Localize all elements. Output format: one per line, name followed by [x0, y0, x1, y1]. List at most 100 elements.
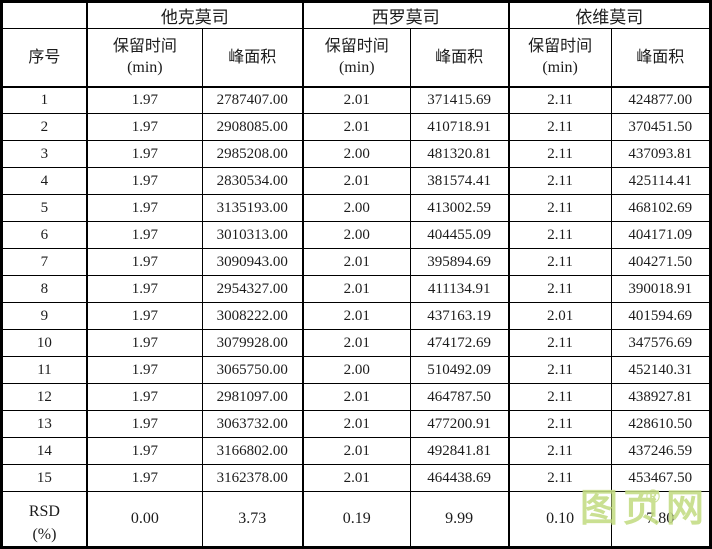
retention-time-cell: 1.97: [86, 410, 203, 438]
peak-area-cell: 381574.41: [409, 167, 510, 195]
peak-area-cell: 390018.91: [610, 275, 712, 303]
peak-area-cell: 3166802.00: [201, 437, 304, 465]
col-header-retention-1: 保留时间 (min): [86, 28, 203, 88]
table-row: 4 1.97 2830534.00 2.01 381574.41 2.11 42…: [0, 167, 712, 195]
retention-time-cell: 2.01: [302, 113, 411, 141]
retention-time-cell: 2.00: [302, 140, 411, 168]
retention-time-cell: 1.97: [86, 194, 203, 222]
table-row: 1 1.97 2787407.00 2.01 371415.69 2.11 42…: [0, 86, 712, 114]
peak-area-cell: 510492.09: [409, 356, 510, 384]
col-header-retention-2: 保留时间 (min): [302, 28, 411, 88]
retention-time-cell: 2.11: [508, 248, 612, 276]
row-index-cell: 12: [0, 383, 88, 411]
row-index-cell: 8: [0, 275, 88, 303]
peak-area-cell: 3090943.00: [201, 248, 304, 276]
peak-area-cell: 347576.69: [610, 329, 712, 357]
retention-time-cell: 2.11: [508, 383, 612, 411]
col-header-retention-3: 保留时间 (min): [508, 28, 612, 88]
retention-time-cell: 1.97: [86, 383, 203, 411]
peak-area-cell: 2954327.00: [201, 275, 304, 303]
group-header-everolimus: 依维莫司: [508, 1, 711, 29]
rsd-value: 0.00: [86, 491, 203, 548]
peak-area-cell: 468102.69: [610, 194, 712, 222]
retention-time-cell: 2.01: [508, 302, 612, 330]
peak-area-cell: 395894.69: [409, 248, 510, 276]
retention-time-cell: 2.11: [508, 275, 612, 303]
retention-time-cell: 2.01: [302, 302, 411, 330]
peak-area-cell: 453467.50: [610, 464, 712, 492]
retention-time-cell: 2.01: [302, 275, 411, 303]
table-row: 8 1.97 2954327.00 2.01 411134.91 2.11 39…: [0, 275, 712, 303]
retention-time-cell: 2.01: [302, 437, 411, 465]
row-index-cell: 1: [0, 86, 88, 114]
peak-area-cell: 464787.50: [409, 383, 510, 411]
peak-area-cell: 492841.81: [409, 437, 510, 465]
peak-area-cell: 2787407.00: [201, 86, 304, 114]
retention-time-cell: 2.11: [508, 329, 612, 357]
row-index-cell: 9: [0, 302, 88, 330]
table-row: 3 1.97 2985208.00 2.00 481320.81 2.11 43…: [0, 140, 712, 168]
table-body: 1 1.97 2787407.00 2.01 371415.69 2.11 42…: [0, 86, 712, 492]
col-header-peak-area-3: 峰面积: [610, 28, 712, 88]
peak-area-cell: 481320.81: [409, 140, 510, 168]
peak-area-cell: 464438.69: [409, 464, 510, 492]
retention-time-cell: 2.01: [302, 383, 411, 411]
peak-area-cell: 3079928.00: [201, 329, 304, 357]
peak-area-cell: 413002.59: [409, 194, 510, 222]
peak-area-cell: 401594.69: [610, 302, 712, 330]
retention-time-cell: 2.11: [508, 221, 612, 249]
row-index-cell: 13: [0, 410, 88, 438]
group-header-row: 他克莫司 西罗莫司 依维莫司: [0, 1, 711, 29]
table-row: 9 1.97 3008222.00 2.01 437163.19 2.01 40…: [0, 302, 712, 330]
retention-time-cell: 1.97: [86, 221, 203, 249]
retention-time-cell: 1.97: [86, 113, 203, 141]
retention-unit: (min): [542, 59, 578, 77]
peak-area-cell: 3063732.00: [201, 410, 304, 438]
retention-time-cell: 2.01: [302, 329, 411, 357]
corner-cell: [0, 1, 88, 29]
retention-time-cell: 2.01: [302, 167, 411, 195]
row-index-cell: 4: [0, 167, 88, 195]
row-index-cell: 6: [0, 221, 88, 249]
peak-area-cell: 438927.81: [610, 383, 712, 411]
retention-time-cell: 1.97: [86, 437, 203, 465]
row-index-cell: 11: [0, 356, 88, 384]
retention-time-cell: 2.01: [302, 464, 411, 492]
table-header: 他克莫司 西罗莫司 依维莫司 序号 保留时间 (min) 峰面积 保留时间 (m…: [0, 1, 712, 88]
retention-time-cell: 2.11: [508, 194, 612, 222]
retention-time-cell: 1.97: [86, 329, 203, 357]
peak-area-cell: 437093.81: [610, 140, 712, 168]
retention-time-cell: 2.01: [302, 248, 411, 276]
peak-area-cell: 2908085.00: [201, 113, 304, 141]
retention-time-cell: 2.11: [508, 464, 612, 492]
rsd-value: 0.19: [302, 491, 411, 548]
peak-area-cell: 370451.50: [610, 113, 712, 141]
retention-time-cell: 2.11: [508, 410, 612, 438]
table-row: 14 1.97 3166802.00 2.01 492841.81 2.11 4…: [0, 437, 712, 465]
peak-area-cell: 425114.41: [610, 167, 712, 195]
row-index-cell: 5: [0, 194, 88, 222]
peak-area-cell: 404455.09: [409, 221, 510, 249]
peak-area-cell: 404171.09: [610, 221, 712, 249]
retention-time-cell: 2.11: [508, 113, 612, 141]
table-footer: RSD (%) 0.00 3.73 0.19 9.99 0.10 7.80: [0, 491, 712, 548]
peak-area-cell: 2981097.00: [201, 383, 304, 411]
rsd-value: 0.10: [508, 491, 612, 548]
retention-time-cell: 1.97: [86, 302, 203, 330]
table-row: 12 1.97 2981097.00 2.01 464787.50 2.11 4…: [0, 383, 712, 411]
row-index-cell: 7: [0, 248, 88, 276]
row-index-cell: 14: [0, 437, 88, 465]
group-header-tacrolimus: 他克莫司: [86, 1, 304, 29]
col-header-peak-area-2: 峰面积: [409, 28, 510, 88]
rsd-value: 3.73: [201, 491, 304, 548]
rsd-label-cell: RSD (%): [0, 491, 88, 548]
table-row: 10 1.97 3079928.00 2.01 474172.69 2.11 3…: [0, 329, 712, 357]
col-header-index: 序号: [0, 28, 88, 88]
rsd-value: 7.80: [610, 491, 712, 548]
peak-area-cell: 2985208.00: [201, 140, 304, 168]
table-row: 2 1.97 2908085.00 2.01 410718.91 2.11 37…: [0, 113, 712, 141]
retention-time-cell: 2.11: [508, 356, 612, 384]
col-header-peak-area-1: 峰面积: [201, 28, 304, 88]
retention-time-cell: 1.97: [86, 140, 203, 168]
